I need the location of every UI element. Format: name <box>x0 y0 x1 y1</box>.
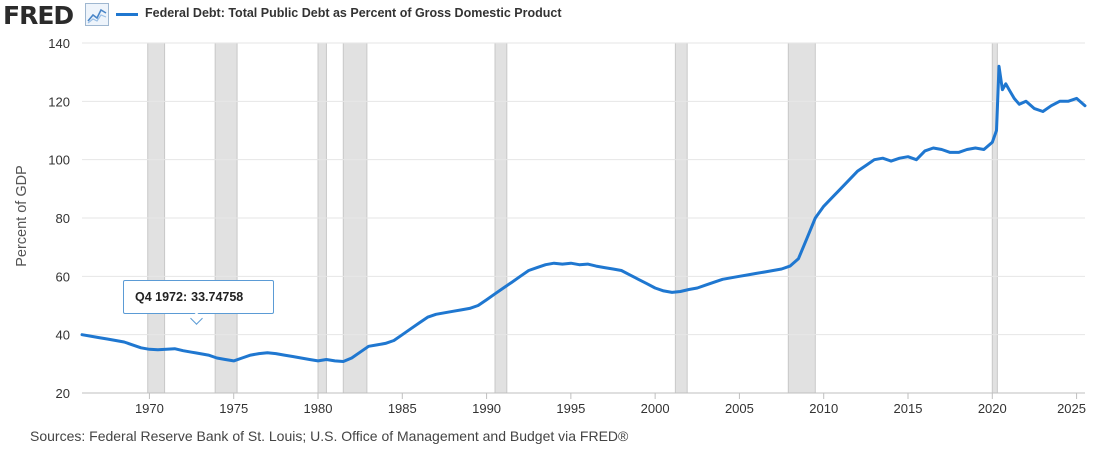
data-tooltip: Q4 1972: 33.74758 <box>123 280 274 325</box>
source-note: Sources: Federal Reserve Bank of St. Lou… <box>30 428 629 444</box>
y-tick-label: 40 <box>56 328 70 343</box>
x-tick-label: 2020 <box>978 401 1007 416</box>
x-axis-ticks: 1970 1975 1980 1985 1990 1995 2000 2005 2010 2015… <box>135 393 1086 416</box>
y-tick-label: 120 <box>48 94 70 109</box>
legend-swatch <box>116 13 138 16</box>
x-tick-label: 2015 <box>894 401 923 416</box>
legend-label: Federal Debt: Total Public Debt as Perce… <box>145 6 562 20</box>
x-tick-label: 2010 <box>809 401 838 416</box>
fred-logo[interactable]: FRED <box>3 1 74 30</box>
gridlines <box>82 42 1085 336</box>
y-axis-ticks: 20 40 60 80 100 120 140 <box>48 36 70 401</box>
x-tick-label: 1980 <box>304 401 333 416</box>
line-chart-icon <box>85 3 109 26</box>
y-tick-label: 80 <box>56 211 70 226</box>
x-tick-label: 2025 <box>1057 401 1086 416</box>
y-axis-label: Percent of GDP <box>14 165 30 267</box>
tooltip-value: 33.74758 <box>191 290 244 304</box>
x-tick-label: 1990 <box>472 401 501 416</box>
y-tick-label: 60 <box>56 269 70 284</box>
x-tick-label: 2005 <box>725 401 754 416</box>
x-tick-label: 1975 <box>219 401 248 416</box>
tooltip-label: Q4 1972: <box>135 290 188 304</box>
y-tick-label: 100 <box>48 153 70 168</box>
x-tick-label: 1995 <box>556 401 585 416</box>
x-tick-label: 2000 <box>641 401 670 416</box>
y-tick-label: 140 <box>48 36 70 51</box>
y-tick-label: 20 <box>56 386 70 401</box>
debt-series-line <box>80 64 1087 363</box>
chart-header: FRED Federal Debt: Total Public Debt as … <box>0 0 1100 34</box>
x-tick-label: 1985 <box>388 401 417 416</box>
x-tick-label: 1970 <box>135 401 164 416</box>
